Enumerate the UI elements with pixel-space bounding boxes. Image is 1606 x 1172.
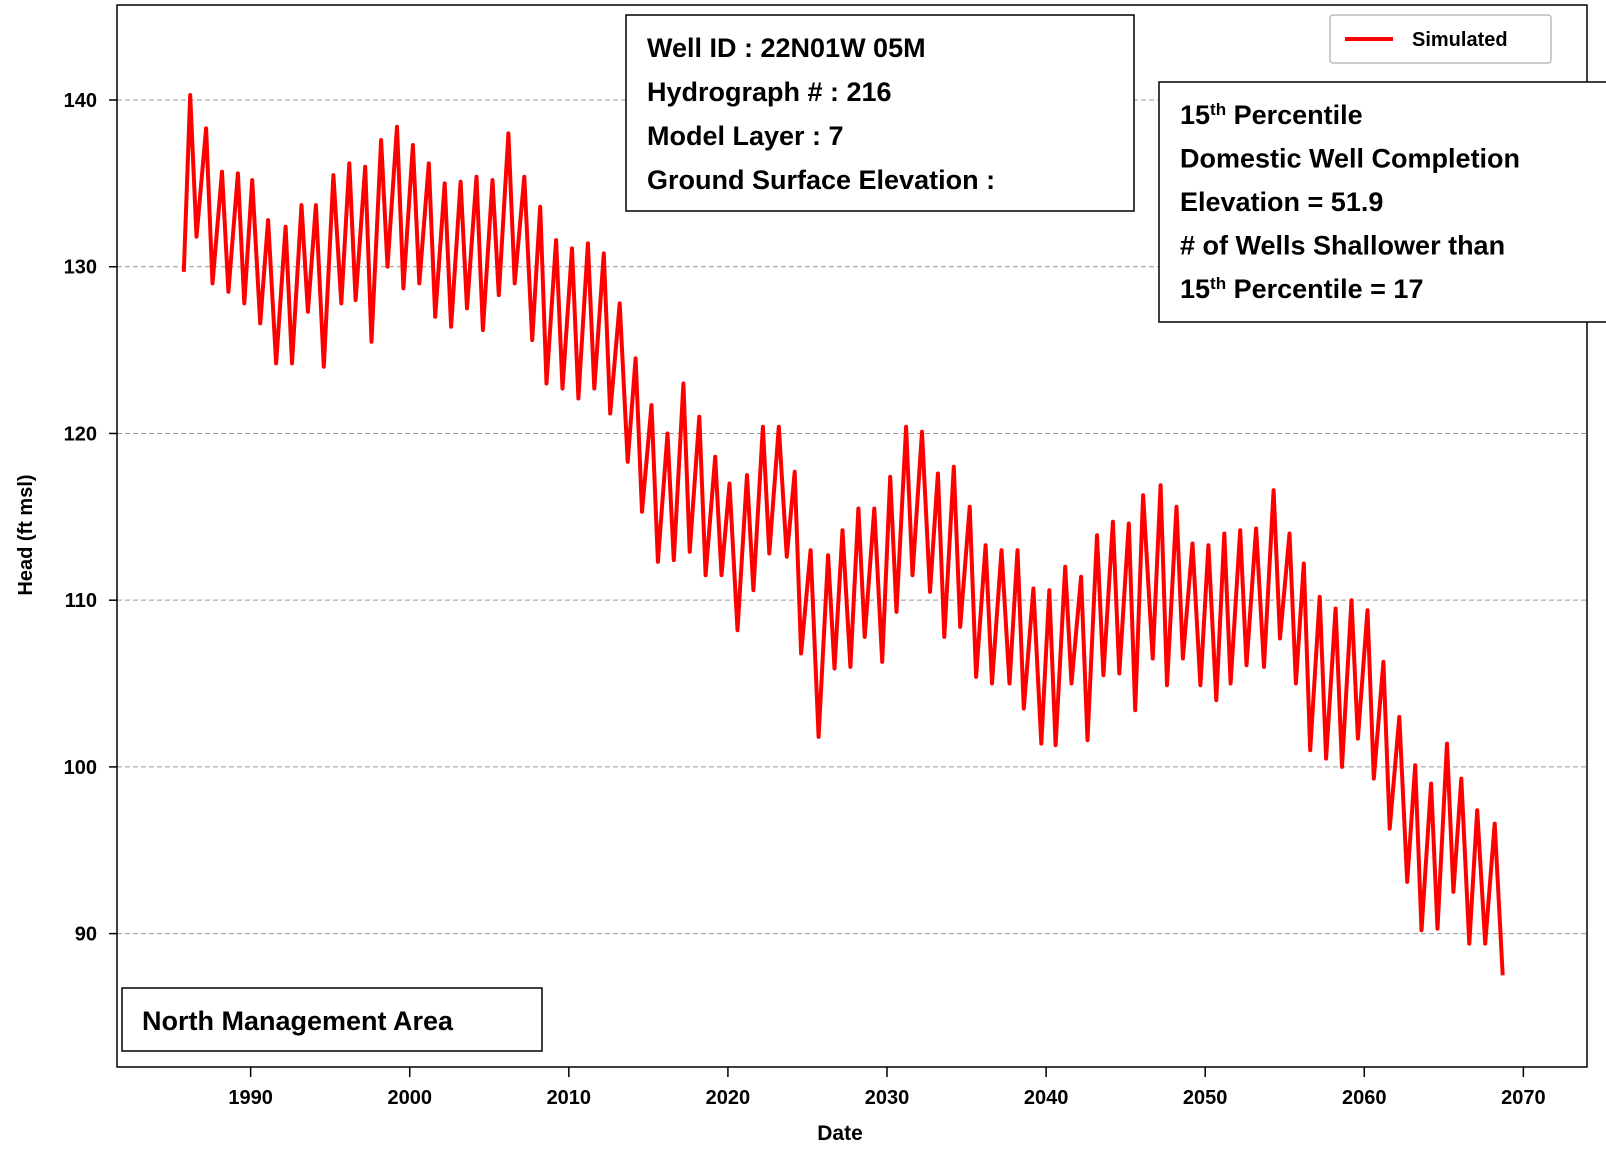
x-tick-label: 2040 — [1024, 1087, 1069, 1109]
x-tick-label: 1990 — [228, 1087, 273, 1109]
x-tick-label: 2030 — [865, 1087, 910, 1109]
x-tick-label: 2070 — [1501, 1087, 1546, 1109]
percentile-text: Elevation = 51.9 — [1180, 187, 1383, 217]
percentile-line: 15th Percentile = 17 — [1180, 274, 1423, 305]
x-tick-label: 2060 — [1342, 1087, 1387, 1109]
y-tick-label: 110 — [65, 590, 97, 612]
y-tick-label: 130 — [64, 257, 97, 279]
percentile-text: Percentile = 17 — [1226, 274, 1423, 304]
plot-frame — [116, 4, 1588, 1068]
legend-label: Simulated — [1412, 29, 1508, 51]
percentile-text: Domestic Well Completion — [1180, 144, 1520, 174]
y-tick-label: 140 — [64, 90, 97, 112]
percentile-box — [1158, 81, 1606, 323]
area-label: North Management Area — [142, 1006, 454, 1036]
x-tick-label: 2020 — [706, 1087, 751, 1109]
percentile-text: th — [1210, 274, 1226, 293]
percentile-line: Elevation = 51.9 — [1180, 187, 1383, 217]
percentile-text: Percentile — [1226, 100, 1363, 130]
x-tick-label: 2010 — [547, 1087, 592, 1109]
series-line — [181, 93, 1505, 976]
x-tick-label: 2050 — [1183, 1087, 1228, 1109]
info-line: Hydrograph # : 216 — [647, 77, 892, 107]
x-tick-label: 2000 — [387, 1087, 432, 1109]
y-tick-label: 100 — [64, 757, 97, 779]
percentile-text: th — [1210, 100, 1226, 119]
percentile-line: # of Wells Shallower than — [1180, 231, 1505, 261]
percentile-line: 15th Percentile — [1180, 100, 1363, 131]
info-box — [625, 14, 1135, 212]
info-line: Model Layer : 7 — [647, 121, 844, 151]
y-tick-label: 90 — [75, 924, 97, 946]
legend-box — [1329, 14, 1552, 64]
area-box — [121, 987, 543, 1052]
info-line: Well ID : 22N01W 05M — [647, 33, 926, 63]
percentile-text: # of Wells Shallower than — [1180, 231, 1505, 261]
percentile-line: Domestic Well Completion — [1180, 144, 1520, 174]
percentile-text: 15 — [1180, 274, 1210, 304]
percentile-text: 15 — [1180, 100, 1210, 130]
y-axis-label: Head (ft msl) — [15, 474, 37, 595]
y-tick-label: 120 — [64, 423, 97, 445]
info-line: Ground Surface Elevation : — [647, 165, 995, 195]
x-axis-label: Date — [817, 1122, 863, 1145]
